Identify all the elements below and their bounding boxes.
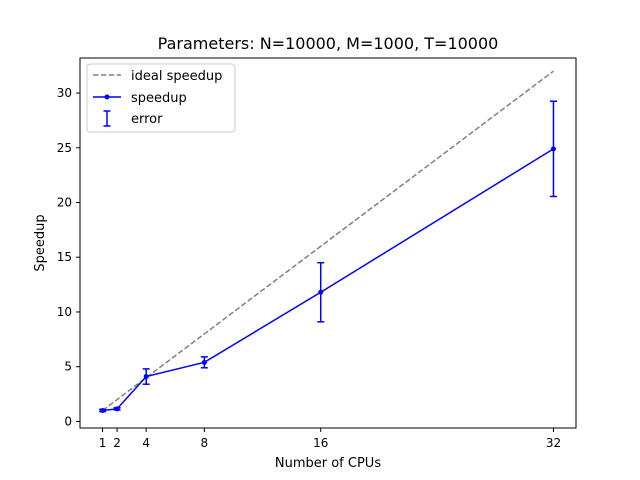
x-tick-label: 16 [313, 436, 328, 450]
speedup-point [201, 359, 207, 365]
legend-box [86, 63, 236, 133]
y-tick-label: 5 [64, 360, 72, 374]
speedup-point [114, 406, 120, 412]
legend-speedup-label: speedup [131, 91, 187, 106]
x-tick-label: 4 [142, 436, 150, 450]
ideal-speedup-line [102, 70, 554, 412]
y-axis-label: Speedup [33, 214, 48, 271]
x-axis-label: Number of CPUs [275, 456, 381, 471]
legend-ideal-label: ideal speedup [131, 69, 222, 84]
chart-title: Parameters: N=10000, M=1000, T=10000 [158, 34, 499, 53]
x-tick-label: 8 [201, 436, 209, 450]
speedup-point [318, 289, 324, 295]
speedup-point [550, 146, 556, 152]
y-axis-ticks: 0 5 10 15 20 25 30 [57, 86, 80, 428]
speedup-point [100, 407, 106, 413]
axes-frame [79, 57, 577, 429]
y-tick-label: 30 [57, 86, 72, 100]
x-tick-label: 2 [113, 436, 121, 450]
legend: ideal speedup speedup error [86, 63, 236, 133]
y-tick-label: 0 [64, 414, 72, 428]
y-tick-label: 10 [57, 305, 72, 319]
legend-error-label: error [131, 112, 163, 127]
x-tick-label: 1 [99, 436, 107, 450]
legend-speedup-marker [104, 94, 110, 100]
y-tick-label: 20 [57, 195, 72, 209]
y-tick-label: 15 [57, 250, 72, 264]
x-tick-label: 32 [546, 436, 561, 450]
plot-area [99, 70, 557, 413]
speedup-point [143, 374, 149, 380]
y-tick-label: 25 [57, 141, 72, 155]
x-axis-ticks: 1 2 4 8 16 32 [99, 428, 561, 450]
